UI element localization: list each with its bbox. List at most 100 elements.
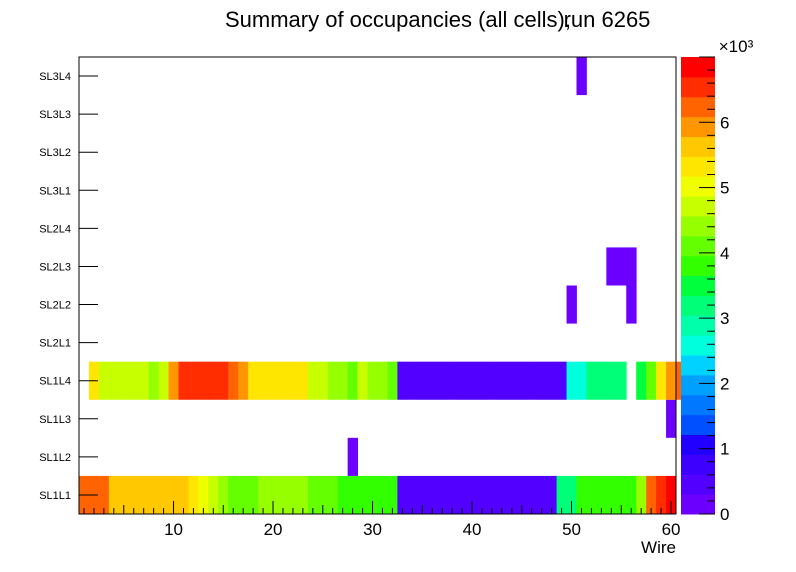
y-tick-label: SL1L4: [39, 376, 71, 388]
heatmap-cell: [646, 475, 657, 514]
color-scale-swatch: [681, 295, 715, 316]
x-tick-label: 30: [363, 520, 382, 539]
heatmap-cell: [188, 361, 199, 400]
heatmap-cell: [496, 475, 508, 514]
color-scale-multiplier: ×10³: [719, 37, 754, 56]
color-scale-swatch: [681, 374, 715, 396]
heatmap-cell: [506, 475, 518, 514]
heatmap-cell: [437, 475, 448, 514]
heatmap-cell: [397, 475, 408, 514]
heatmap-cell: [477, 361, 488, 400]
heatmap-cell: [98, 475, 110, 514]
plot-frame: [78, 56, 677, 515]
color-scale-swatch: [681, 136, 715, 157]
color-scale-swatch: [681, 57, 715, 78]
color-scale-swatch: [681, 196, 715, 217]
heatmap-cell: [178, 475, 189, 514]
heatmap-cell: [407, 475, 418, 514]
color-scale-swatch: [681, 474, 715, 495]
color-scale-swatch: [681, 454, 715, 475]
heatmap-cell: [536, 475, 548, 514]
color-scale-tick-label: 5: [720, 179, 729, 198]
color-scale-tick-label: 6: [720, 113, 729, 132]
heatmap-cell: [467, 475, 478, 514]
heatmap-cell: [646, 361, 657, 400]
heatmap-cell: [447, 361, 458, 400]
color-scale-swatch: [681, 255, 715, 277]
heatmap-cell: [347, 475, 358, 514]
heatmap-cell: [457, 475, 468, 514]
heatmap-cell: [516, 475, 528, 514]
heatmap-cell: [248, 361, 259, 400]
heatmap-cell: [417, 361, 428, 400]
heatmap-cell: [427, 361, 438, 400]
heatmap-cell: [297, 361, 309, 400]
heatmap-cell: [536, 361, 548, 400]
heatmap-cell: [606, 361, 617, 400]
heatmap-cell: [347, 437, 358, 476]
heatmap-cell: [228, 361, 239, 400]
heatmap-cell: [357, 475, 368, 514]
heatmap-cell: [268, 475, 279, 514]
color-scale-swatch: [681, 176, 715, 197]
heatmap-cell: [576, 475, 587, 514]
heatmap-cell: [158, 361, 169, 400]
heatmap-cell: [218, 475, 229, 514]
heatmap-cell: [268, 361, 279, 400]
color-scale-tick-label: 0: [720, 505, 729, 524]
heatmap-cell: [457, 361, 468, 400]
color-scale-tick-label: 2: [720, 374, 729, 393]
color-scale-swatch: [681, 315, 715, 336]
heatmap-cell: [327, 361, 339, 400]
heatmap-cell: [367, 361, 378, 400]
heatmap-cell: [208, 361, 219, 400]
heatmap-cell: [526, 475, 538, 514]
color-scale-tick-label: 1: [720, 440, 729, 459]
heatmap-cell: [656, 475, 667, 514]
y-tick-label: SL3L3: [39, 109, 71, 121]
heatmap-cell: [387, 361, 398, 400]
heatmap-cell: [616, 361, 627, 400]
heatmap-cell: [198, 361, 209, 400]
heatmap-cell: [486, 361, 498, 400]
heatmap-cell: [317, 475, 329, 514]
heatmap-cell: [158, 475, 169, 514]
heatmap-cell: [148, 361, 159, 400]
heatmap-cell: [626, 285, 637, 324]
heatmap-cell: [327, 475, 339, 514]
y-tick-label: SL1L1: [39, 490, 71, 502]
heatmap-cell: [118, 361, 130, 400]
heatmap-cell: [586, 361, 597, 400]
heatmap-cell: [258, 361, 269, 400]
x-tick-label: 50: [562, 520, 581, 539]
heatmap-cells: [79, 57, 687, 514]
heatmap-cell: [278, 475, 289, 514]
y-tick-label: SL1L3: [39, 414, 71, 426]
heatmap-cell: [616, 475, 627, 514]
heatmap-cell: [576, 361, 587, 400]
heatmap-cell: [138, 361, 150, 400]
heatmap-cell: [606, 475, 617, 514]
y-axis: SL1L1 SL1L2 SL1L3 SL1L4 SL2L1 SL2L2 SL2L3 SL2L4…: [39, 71, 98, 502]
heatmap-cell: [427, 475, 438, 514]
color-scale-ticks: 0 1 2 3 4 5 6: [699, 56, 729, 524]
y-tick-label: SL3L1: [39, 185, 71, 197]
x-tick-label: 60: [662, 520, 681, 539]
heatmap-cell: [238, 361, 249, 400]
color-scale-swatch: [681, 235, 715, 257]
heatmap-cell: [168, 475, 179, 514]
heatmap-cell: [636, 361, 647, 400]
heatmap-cell: [218, 361, 229, 400]
heatmap-cell: [576, 57, 587, 96]
heatmap-cell: [317, 361, 329, 400]
heatmap-cell: [566, 285, 577, 324]
heatmap-cell: [516, 361, 528, 400]
heatmap-cell: [367, 475, 378, 514]
heatmap-cell: [606, 247, 617, 286]
color-scale-swatch: [681, 215, 715, 237]
heatmap-cell: [596, 475, 607, 514]
color-scale-bar: [681, 57, 715, 515]
heatmap-cell: [108, 475, 120, 514]
heatmap-cell: [128, 475, 140, 514]
heatmap-cell: [258, 475, 269, 514]
